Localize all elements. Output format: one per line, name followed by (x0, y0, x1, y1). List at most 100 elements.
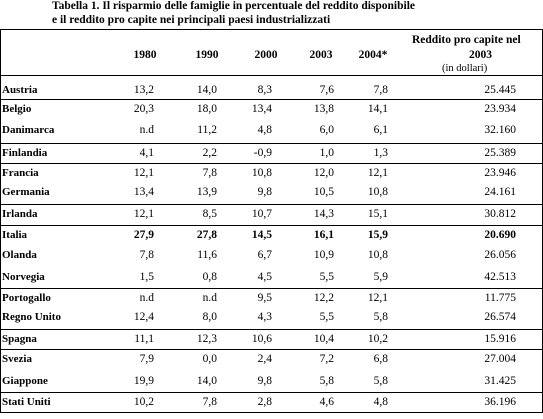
row-separator (0, 204, 543, 205)
value-cell: 4,6 (319, 396, 334, 408)
value-cell: 9,8 (257, 186, 272, 198)
country-name: Svezia (2, 353, 32, 365)
header-top-rule (0, 29, 543, 30)
value-cell: 12,1 (367, 167, 388, 179)
row-separator (0, 163, 543, 164)
income-header-line-1: Reddito pro capite nel (412, 34, 521, 46)
income-cell: 24.161 (484, 186, 516, 198)
value-cell: 8,0 (202, 311, 217, 323)
column-header-3: 2003 (309, 49, 333, 61)
column-header-1: 1990 (195, 49, 219, 61)
value-cell: 5,5 (319, 271, 334, 283)
income-cell: 23.934 (484, 103, 516, 115)
value-cell: 7,8 (139, 249, 154, 261)
country-name: Finlandia (2, 147, 48, 159)
column-header-0: 1980 (133, 49, 157, 61)
value-cell: 4,8 (373, 396, 388, 408)
row-separator (0, 349, 543, 350)
value-cell: 12,2 (313, 292, 334, 304)
income-cell: 42.513 (484, 271, 516, 283)
income-cell: 30.812 (484, 208, 516, 220)
income-cell: 31.425 (484, 375, 516, 387)
value-cell: 7,9 (139, 353, 154, 365)
income-header-line-2: 2003 (469, 49, 492, 61)
value-cell: 10,4 (313, 333, 334, 345)
value-cell: 2,4 (257, 353, 272, 365)
row-separator (0, 143, 543, 144)
value-cell: 5,5 (319, 311, 334, 323)
country-name: Danimarca (2, 124, 55, 136)
value-cell: 13,8 (313, 103, 334, 115)
country-name: Olanda (2, 249, 37, 261)
value-cell: 27,9 (133, 229, 154, 241)
row-separator (0, 99, 543, 100)
value-cell: 14,0 (196, 84, 217, 96)
value-cell: 6,0 (319, 124, 334, 136)
value-cell: 13,4 (133, 186, 154, 198)
value-cell: 18,0 (196, 103, 217, 115)
column-header-4: 2004* (358, 49, 388, 61)
value-cell: 9,8 (257, 375, 272, 387)
country-name: Norvegia (2, 271, 45, 283)
country-name: Francia (2, 167, 39, 179)
value-cell: 16,1 (313, 229, 334, 241)
value-cell: n.d (139, 292, 154, 304)
value-cell: 10,8 (251, 167, 272, 179)
value-cell: 10,6 (251, 333, 272, 345)
value-cell: 10,2 (367, 333, 388, 345)
value-cell: 10,8 (367, 249, 388, 261)
value-cell: 12,0 (313, 167, 334, 179)
value-cell: 14,1 (367, 103, 388, 115)
income-header-note: (in dollari) (442, 63, 488, 74)
value-cell: 11,2 (197, 124, 217, 136)
country-name: Stati Uniti (2, 396, 51, 408)
value-cell: 20,3 (133, 103, 154, 115)
row-separator (0, 225, 543, 226)
income-cell: 23.946 (484, 167, 516, 179)
table-bottom-rule (0, 412, 543, 413)
country-name: Italia (2, 229, 28, 241)
value-cell: 7,6 (319, 84, 334, 96)
value-cell: 11,1 (134, 333, 154, 345)
value-cell: 4,8 (257, 124, 272, 136)
income-cell: 15.916 (484, 333, 516, 345)
value-cell: 1,3 (373, 147, 388, 159)
value-cell: 12,1 (133, 208, 154, 220)
value-cell: 4,1 (139, 147, 154, 159)
value-cell: 12,1 (133, 167, 154, 179)
value-cell: 7,8 (373, 84, 388, 96)
value-cell: 10,2 (133, 396, 154, 408)
value-cell: 6,7 (257, 249, 272, 261)
value-cell: 12,4 (133, 311, 154, 323)
table-title-line-1: Tabella 1. Il risparmio delle famiglie i… (52, 0, 416, 12)
income-cell: 20.690 (484, 229, 516, 241)
value-cell: 8,5 (202, 208, 217, 220)
value-cell: n.d (202, 292, 217, 304)
value-cell: 10,5 (313, 186, 334, 198)
value-cell: 10,7 (251, 208, 272, 220)
value-cell: 27,8 (196, 229, 217, 241)
income-cell: 32.160 (484, 124, 516, 136)
value-cell: 2,2 (202, 147, 217, 159)
column-header-2: 2000 (254, 49, 278, 61)
country-name: Belgio (2, 103, 32, 115)
value-cell: 15,1 (367, 208, 388, 220)
value-cell: -0,9 (253, 147, 272, 159)
income-cell: 25.445 (484, 84, 516, 96)
value-cell: 10,9 (313, 249, 334, 261)
value-cell: 13,9 (196, 186, 217, 198)
value-cell: 6,1 (373, 124, 388, 136)
country-name: Austria (2, 84, 38, 96)
value-cell: 13,2 (133, 84, 154, 96)
value-cell: 1,5 (139, 271, 154, 283)
value-cell: 0,8 (202, 271, 217, 283)
income-cell: 27.004 (484, 353, 516, 365)
row-separator (0, 392, 543, 393)
value-cell: 5,8 (373, 311, 388, 323)
value-cell: 7,8 (202, 167, 217, 179)
value-cell: 12,3 (196, 333, 217, 345)
value-cell: 9,5 (257, 292, 272, 304)
value-cell: 13,4 (251, 103, 272, 115)
value-cell: 12,1 (367, 292, 388, 304)
table-left-border (0, 29, 1, 413)
